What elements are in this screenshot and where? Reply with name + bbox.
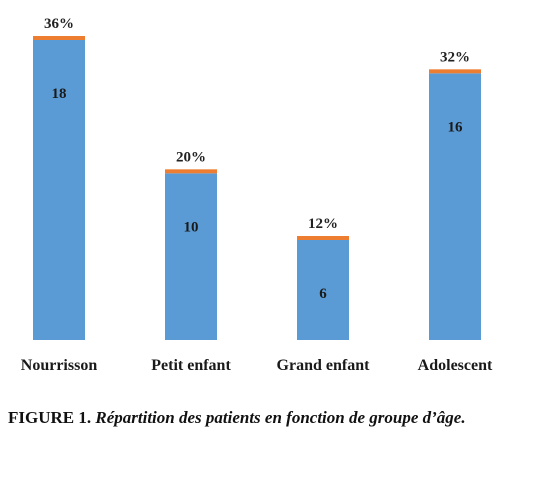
category-label-adolescent: Adolescent (418, 357, 493, 374)
percent-label-petit-enfant: 20% (176, 149, 206, 165)
bar-cap-nourrisson (33, 36, 85, 40)
figure-caption-text: Répartition des patients en fonction de … (95, 408, 466, 427)
value-label-petit-enfant: 10 (184, 219, 199, 235)
bar-chart: 36% 18 Nourrisson 20% 10 Petit enfant 12% 6 Gran… (21, 16, 493, 374)
figure-number: FIGURE 1. (8, 408, 92, 427)
bars-layer (33, 36, 481, 340)
bar-petit-enfant (165, 173, 217, 340)
bar-cap-petit-enfant (165, 169, 217, 174)
value-label-adolescent: 16 (448, 119, 464, 135)
value-label-nourrisson: 18 (52, 86, 67, 102)
percent-label-grand-enfant: 12% (308, 216, 338, 232)
category-label-nourrisson: Nourrisson (21, 357, 98, 374)
bar-nourrisson (33, 40, 85, 340)
labels-layer: 36% 18 Nourrisson 20% 10 Petit enfant 12% 6 Gran… (21, 16, 493, 374)
percent-label-adolescent: 32% (440, 49, 470, 65)
percent-label-nourrisson: 36% (44, 16, 74, 32)
value-label-grand-enfant: 6 (319, 286, 327, 302)
category-label-grand-enfant: Grand enfant (277, 357, 371, 374)
bar-cap-adolescent (429, 69, 481, 74)
bar-grand-enfant (297, 240, 349, 340)
figure-caption: FIGURE 1. Répartition des patients en fo… (8, 404, 533, 432)
category-label-petit-enfant: Petit enfant (151, 357, 231, 374)
bar-cap-grand-enfant (297, 236, 349, 240)
bar-adolescent (429, 73, 481, 340)
